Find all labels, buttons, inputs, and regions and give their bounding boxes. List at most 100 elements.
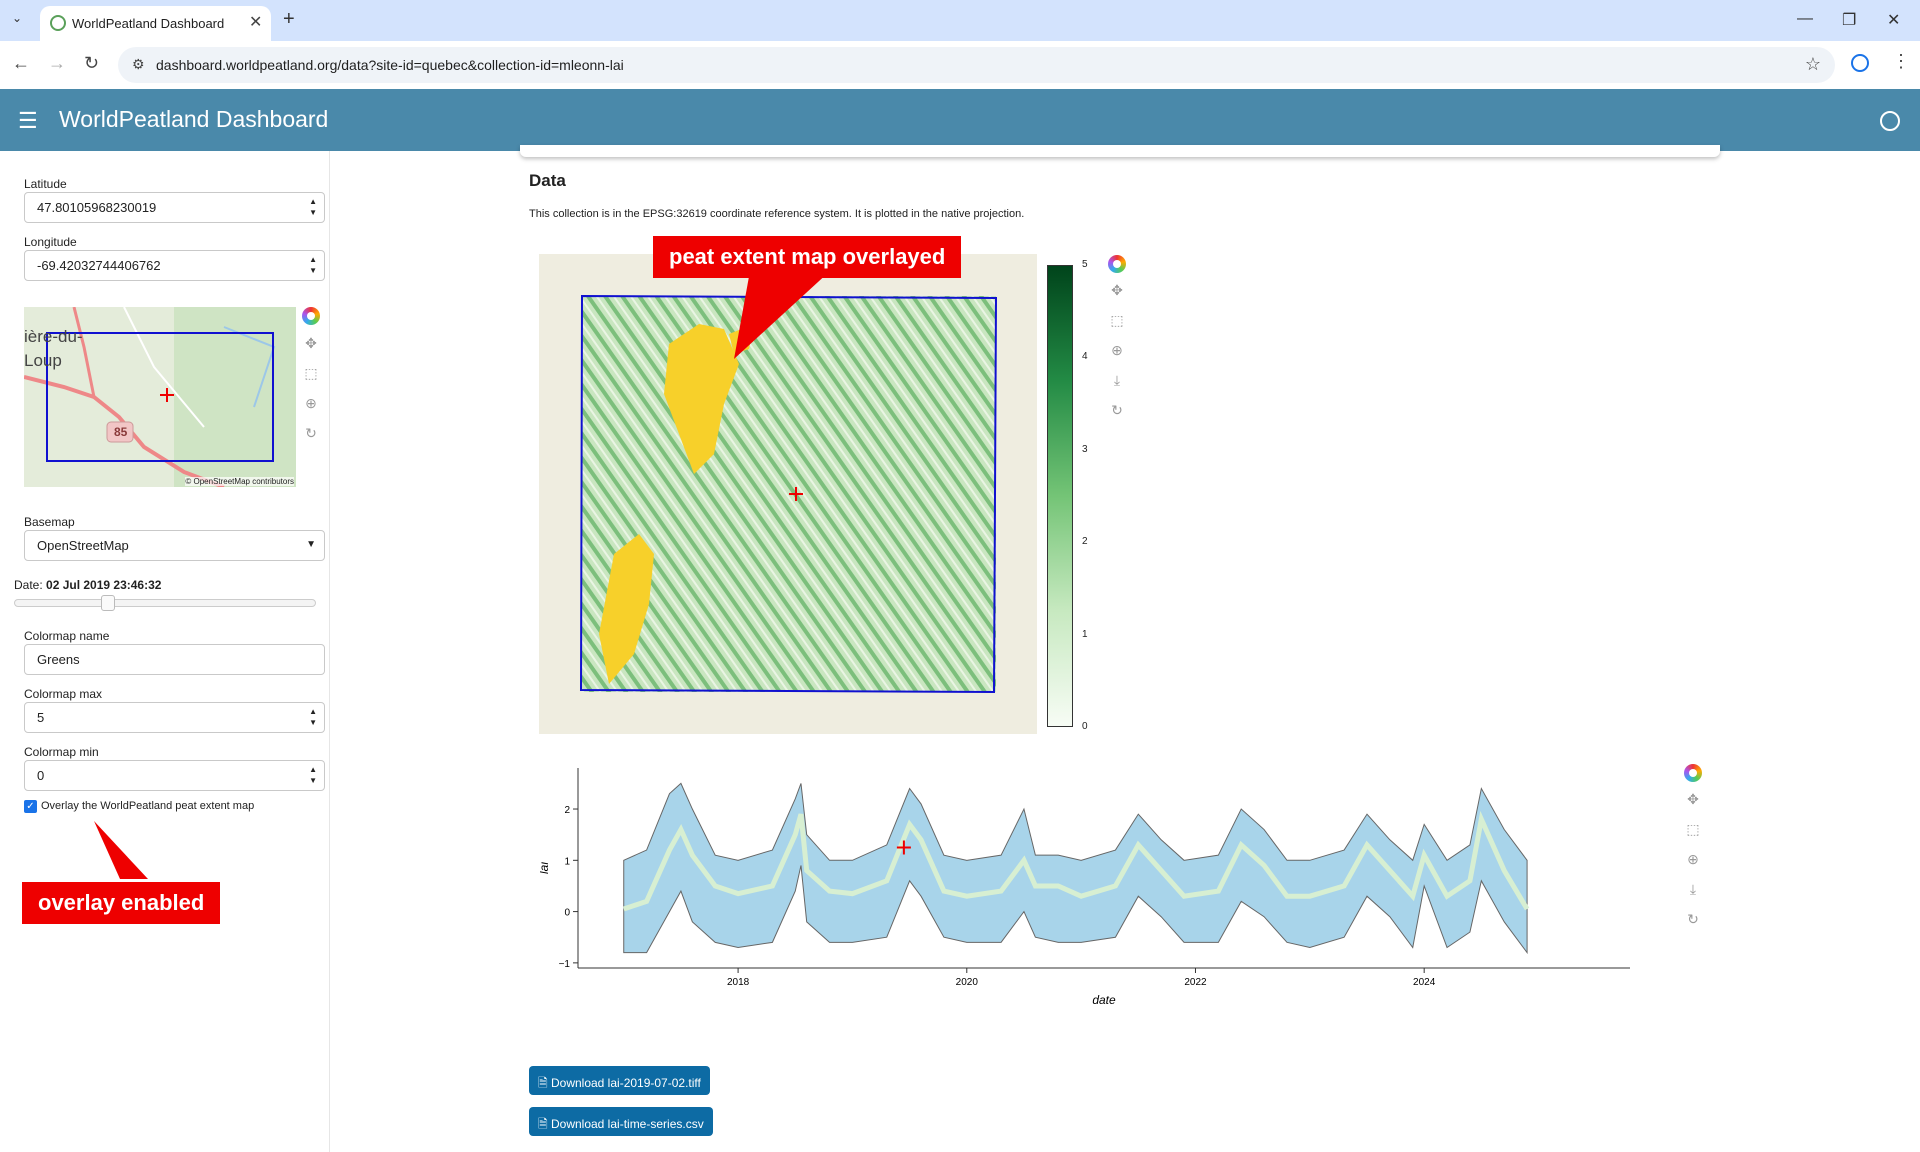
address-bar[interactable]: ⚙ dashboard.worldpeatland.org/data?site-…: [118, 47, 1835, 83]
download-csv-button[interactable]: 🗎 Download lai-time-series.csv: [529, 1107, 713, 1136]
mini-map-graphic: [24, 307, 296, 487]
colorbar-tick-label: 3: [1082, 443, 1088, 455]
colorbar-tick-label: 0: [1082, 721, 1088, 732]
box-zoom-tool-icon[interactable]: ⬚: [1110, 312, 1124, 328]
bookmark-star-icon[interactable]: ☆: [1804, 54, 1821, 74]
download-tiff-button[interactable]: 🗎 Download lai-2019-07-02.tiff: [529, 1066, 710, 1095]
back-icon[interactable]: ←: [12, 53, 30, 73]
colorbar-tick-label: 2: [1082, 536, 1088, 548]
y-tick-label: 0: [564, 908, 570, 919]
profile-icon[interactable]: [1851, 54, 1869, 72]
latitude-input[interactable]: 47.80105968230019 ▲ ▼: [24, 192, 325, 223]
y-tick-label: 1: [564, 856, 570, 867]
minimize-icon[interactable]: —: [1797, 10, 1813, 27]
save-tool-icon[interactable]: ⤓: [1113, 372, 1121, 388]
y-axis-label: lai: [540, 862, 551, 874]
latitude-spinner-icon[interactable]: ▲ ▼: [309, 197, 317, 217]
peat-callout-pointer: [734, 271, 830, 359]
x-tick-label: 2022: [1184, 977, 1207, 988]
hamburger-menu-icon[interactable]: ☰: [18, 108, 38, 133]
colormap-min-label: Colormap min: [24, 745, 99, 759]
browser-tab[interactable]: WorldPeatland Dashboard ✕: [40, 6, 271, 41]
app-title: WorldPeatland Dashboard: [59, 106, 329, 132]
wheel-zoom-tool-icon[interactable]: ⊕: [1687, 851, 1699, 867]
lai-time-series-plot[interactable]: 2018 2020 2022 2024 −1 0 1 2 date lai: [537, 764, 1640, 1014]
new-tab-icon[interactable]: +: [283, 8, 295, 30]
wheel-zoom-tool-icon[interactable]: ⊕: [305, 395, 317, 411]
colormap-max-input[interactable]: 5 ▲ ▼: [24, 702, 325, 733]
road-shield: 85: [114, 425, 128, 439]
reset-tool-icon[interactable]: ↻: [1111, 402, 1123, 418]
colormap-min-spinner-icon[interactable]: ▲ ▼: [309, 765, 317, 785]
mini-map-toolbar: ✥ ⬚ ⊕ ↻: [299, 307, 323, 457]
app-header: ☰ WorldPeatland Dashboard: [0, 89, 1920, 151]
colorbar-tick-label: 5: [1082, 259, 1088, 270]
reset-tool-icon[interactable]: ↻: [305, 425, 317, 441]
time-series-toolbar: ✥ ⬚ ⊕ ⤓ ↻: [1681, 764, 1705, 944]
colormap-max-value: 5: [37, 710, 45, 725]
pan-tool-icon[interactable]: ✥: [305, 335, 317, 351]
x-tick-label: 2020: [956, 977, 979, 988]
basemap-value: OpenStreetMap: [37, 538, 129, 553]
box-zoom-tool-icon[interactable]: ⬚: [304, 365, 318, 381]
bokeh-logo-icon[interactable]: [1108, 255, 1126, 273]
date-label-prefix: Date:: [14, 578, 47, 592]
tab-title: WorldPeatland Dashboard: [72, 16, 225, 31]
site-info-icon[interactable]: ⚙: [132, 56, 145, 72]
longitude-label: Longitude: [24, 235, 77, 249]
colormap-name-input[interactable]: Greens: [24, 644, 325, 675]
overlay-checkbox-label: Overlay the WorldPeatland peat extent ma…: [41, 800, 255, 812]
date-label: Date: 02 Jul 2019 23:46:32: [14, 578, 161, 592]
time-series-chart: 2018 2020 2022 2024 −1 0 1 2 date lai: [537, 768, 1630, 1007]
close-tab-icon[interactable]: ✕: [249, 14, 263, 31]
basemap-label: Basemap: [24, 515, 75, 529]
overlay-checkbox[interactable]: ✓: [24, 800, 37, 813]
download-tiff-label: Download lai-2019-07-02.tiff: [550, 1076, 701, 1090]
favicon-icon: [50, 15, 66, 31]
colorbar-tick-label: 4: [1082, 351, 1088, 363]
latitude-value: 47.80105968230019: [37, 200, 157, 215]
date-value: 02 Jul 2019 23:46:32: [46, 578, 162, 592]
window-close-icon[interactable]: ✕: [1887, 12, 1901, 29]
menu-kebab-icon[interactable]: ⋮: [1892, 51, 1910, 71]
restore-icon[interactable]: ❐: [1842, 12, 1857, 29]
url-text[interactable]: dashboard.worldpeatland.org/data?site-id…: [156, 57, 624, 73]
latitude-label: Latitude: [24, 177, 67, 191]
reload-icon[interactable]: ↻: [84, 53, 100, 73]
map-plot-toolbar: ✥ ⬚ ⊕ ⤓ ↻: [1105, 255, 1129, 435]
lai-map-plot[interactable]: [539, 254, 1037, 734]
colormap-max-spinner-icon[interactable]: ▲ ▼: [309, 707, 317, 727]
overlay-enabled-callout: overlay enabled: [22, 882, 221, 924]
lai-raster: [579, 294, 998, 694]
download-csv-label: Download lai-time-series.csv: [550, 1117, 704, 1131]
colorbar-tick-label: 1: [1082, 628, 1088, 640]
pan-tool-icon[interactable]: ✥: [1111, 282, 1123, 298]
chevron-down-icon: ▼: [306, 539, 316, 550]
data-heading: Data: [529, 171, 566, 190]
overlay-callout-pointer: [94, 821, 148, 879]
longitude-spinner-icon[interactable]: ▲ ▼: [309, 255, 317, 275]
basemap-select[interactable]: OpenStreetMap ▼: [24, 530, 325, 561]
bokeh-logo-icon[interactable]: [1684, 764, 1702, 782]
colorbar: [1047, 265, 1073, 727]
date-slider[interactable]: [14, 595, 316, 611]
save-tool-icon[interactable]: ⤓: [1689, 881, 1697, 897]
mini-map-place-label: ière-du-Loup: [24, 327, 83, 370]
pan-tool-icon[interactable]: ✥: [1687, 791, 1699, 807]
browser-tab-strip: ⌄ WorldPeatland Dashboard ✕ + — ❐ ✕: [0, 0, 1920, 41]
location-mini-map[interactable]: ière-du-Loup 85 © OpenStreetMap contribu…: [24, 307, 296, 487]
y-tick-label: 2: [564, 805, 570, 816]
longitude-input[interactable]: -69.42032744406762 ▲ ▼: [24, 250, 325, 281]
mean-line: [622, 810, 1530, 912]
box-zoom-tool-icon[interactable]: ⬚: [1686, 821, 1700, 837]
map-attribution: © OpenStreetMap contributors: [185, 477, 294, 486]
reset-tool-icon[interactable]: ↻: [1687, 911, 1699, 927]
peat-extent-callout: peat extent map overlayed: [653, 236, 962, 278]
tab-search-icon[interactable]: ⌄: [12, 11, 23, 25]
date-slider-handle[interactable]: [101, 595, 115, 611]
confidence-band: [623, 782, 1528, 955]
bokeh-logo-icon[interactable]: [302, 307, 320, 325]
colormap-min-input[interactable]: 0 ▲ ▼: [24, 760, 325, 791]
forward-icon[interactable]: →: [48, 53, 66, 73]
wheel-zoom-tool-icon[interactable]: ⊕: [1111, 342, 1123, 358]
